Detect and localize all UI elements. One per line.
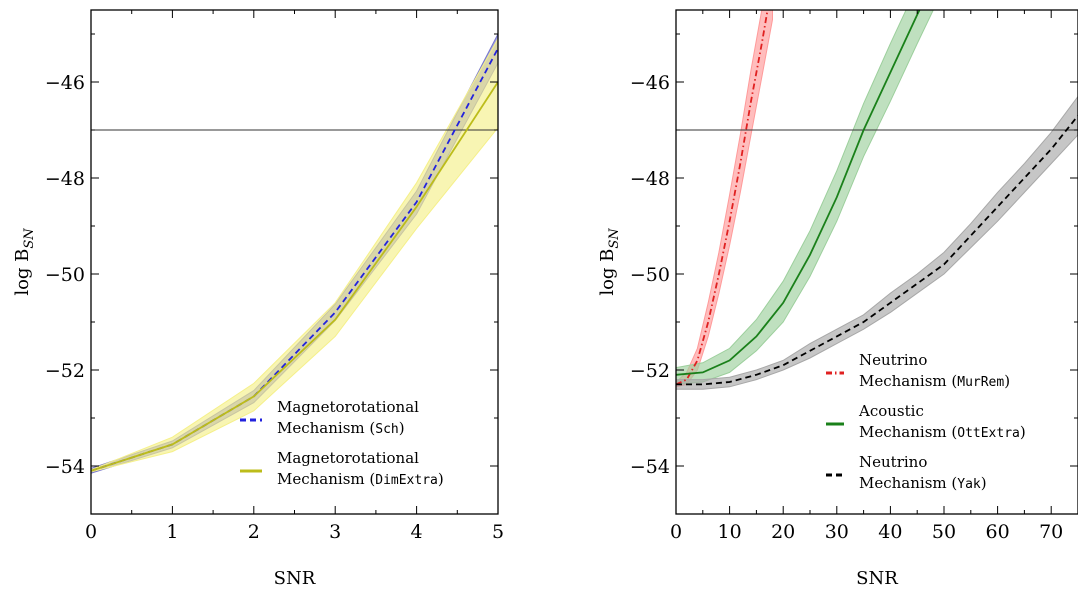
series-band-2 bbox=[91, 37, 498, 473]
y-tick-label: −50 bbox=[630, 264, 670, 286]
plot-area bbox=[91, 33, 498, 474]
legend-label-line1: Neutrino bbox=[859, 351, 927, 369]
x-tick-label: 1 bbox=[166, 521, 178, 543]
series-line-2 bbox=[91, 81, 498, 472]
series-line-2 bbox=[676, 10, 921, 376]
y-axis-title: log BSN bbox=[597, 228, 622, 296]
x-tick-label: 60 bbox=[986, 521, 1010, 543]
legend-entry-2: Acoustic Mechanism (OttExtra) bbox=[826, 402, 1026, 441]
x-tick-label: 5 bbox=[492, 521, 504, 543]
y-tick-label: −50 bbox=[45, 264, 85, 286]
x-tick-label: 40 bbox=[878, 521, 902, 543]
y-tick-label: −52 bbox=[45, 360, 85, 382]
legend-label-line1: Magnetorotational bbox=[277, 449, 419, 467]
y-tick-label: −54 bbox=[630, 456, 670, 478]
legend-label-line1: Neutrino bbox=[859, 453, 927, 471]
x-tick-label: 4 bbox=[411, 521, 423, 543]
series-line-1 bbox=[676, 10, 769, 386]
x-tick-label: 50 bbox=[932, 521, 956, 543]
series-band-1 bbox=[676, 10, 773, 388]
legend-label-line1: Magnetorotational bbox=[277, 398, 419, 416]
plot-area bbox=[676, 10, 1078, 390]
axes-frame bbox=[90, 9, 499, 515]
x-tick-label: 0 bbox=[670, 521, 682, 543]
legend-label-line2: Mechanism (MurRem) bbox=[859, 372, 1010, 390]
x-axis-title: SNR bbox=[856, 568, 898, 589]
y-tick-label: −48 bbox=[630, 168, 670, 190]
legend-label-line2: Mechanism (Yak) bbox=[859, 474, 987, 492]
y-tick-label: −54 bbox=[45, 456, 85, 478]
x-tick-label: 0 bbox=[85, 521, 97, 543]
series-band-3 bbox=[676, 95, 1078, 390]
x-tick-label: 3 bbox=[329, 521, 341, 543]
y-tick-label: −46 bbox=[630, 72, 670, 94]
legend-entry-2: Magnetorotational Mechanism (DimExtra) bbox=[240, 449, 444, 488]
legend-label-line2: Mechanism (Sch) bbox=[277, 419, 405, 437]
y-tick-label: −52 bbox=[630, 360, 670, 382]
x-tick-label: 2 bbox=[248, 521, 260, 543]
chart-panel-1: 0 1 2 3 4 5 −54 −52 −50 −48 −46 SNR log BSN Magnetoro… bbox=[12, 9, 504, 589]
chart-panel-2: 0 10 20 30 40 50 60 70 −54 −52 −50 −48 −46 SNR log BSN… bbox=[597, 9, 1078, 589]
legend-entry-1: Neutrino Mechanism (MurRem) bbox=[826, 351, 1010, 390]
x-axis-title: SNR bbox=[274, 568, 316, 589]
legend-entry-3: Neutrino Mechanism (Yak) bbox=[826, 453, 987, 492]
y-axis-title: log BSN bbox=[12, 228, 37, 296]
legend-entry-1: Magnetorotational Mechanism (Sch) bbox=[240, 398, 419, 437]
x-tick-label: 70 bbox=[1039, 521, 1063, 543]
legend-label-line2: Mechanism (DimExtra) bbox=[277, 470, 444, 488]
x-tick-label: 20 bbox=[771, 521, 795, 543]
y-tick-label: −48 bbox=[45, 168, 85, 190]
legend-label-line1: Acoustic bbox=[858, 402, 924, 420]
x-tick-label: 10 bbox=[718, 521, 742, 543]
axes-frame bbox=[675, 9, 1078, 515]
y-tick-label: −46 bbox=[45, 72, 85, 94]
series-band-2 bbox=[676, 10, 934, 385]
legend-label-line2: Mechanism (OttExtra) bbox=[859, 423, 1026, 441]
x-tick-label: 30 bbox=[825, 521, 849, 543]
